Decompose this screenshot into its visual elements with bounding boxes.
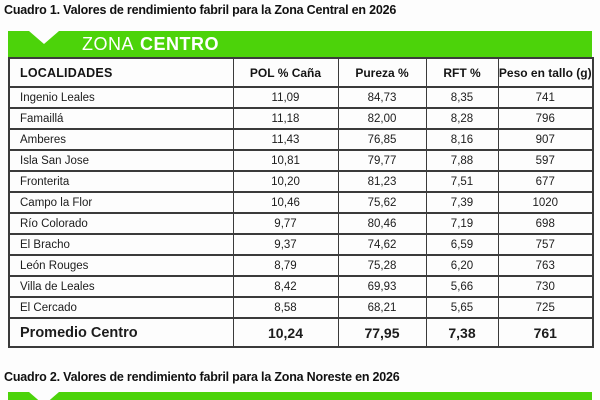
value-cell: 10,81 (232, 149, 339, 172)
localidad-cell: León Rouges (8, 254, 234, 277)
value-cell: 8,79 (232, 254, 339, 277)
localidad-cell: Fronterita (8, 170, 234, 193)
table-header: LOCALIDADES POL % Caña Pureza % RFT % Pe… (8, 57, 594, 88)
value-cell: 9,77 (232, 212, 339, 235)
table-row: Campo la Flor 10,46 75,62 7,39 1020 (8, 191, 594, 214)
summary-pol: 10,24 (232, 317, 339, 348)
value-cell: 75,28 (337, 254, 427, 277)
value-cell: 7,39 (425, 191, 499, 214)
value-cell: 82,00 (337, 107, 427, 130)
localidad-cell: Río Colorado (8, 212, 234, 235)
value-cell: 7,19 (425, 212, 499, 235)
value-cell: 907 (497, 128, 594, 151)
table-row: León Rouges 8,79 75,28 6,20 763 (8, 254, 594, 277)
localidad-cell: Famaillá (8, 107, 234, 130)
localidad-cell: Villa de Leales (8, 275, 234, 298)
value-cell: 1020 (497, 191, 594, 214)
value-cell: 11,09 (232, 86, 339, 109)
zona-centro-ribbon: ZONA CENTRO (8, 31, 592, 57)
value-cell: 725 (497, 296, 594, 319)
value-cell: 75,62 (337, 191, 427, 214)
value-cell: 7,88 (425, 149, 499, 172)
ribbon-notch-icon (29, 392, 59, 400)
value-cell: 698 (497, 212, 594, 235)
summary-pureza: 77,95 (337, 317, 427, 348)
value-cell: 79,77 (337, 149, 427, 172)
value-cell: 10,20 (232, 170, 339, 193)
value-cell: 9,37 (232, 233, 339, 256)
value-cell: 10,46 (232, 191, 339, 214)
table-row: Villa de Leales 8,42 69,93 5,66 730 (8, 275, 594, 298)
col-localidades: LOCALIDADES (8, 57, 234, 88)
localidad-cell: Amberes (8, 128, 234, 151)
value-cell: 730 (497, 275, 594, 298)
cuadro1-title: Cuadro 1. Valores de rendimiento fabril … (4, 3, 397, 17)
value-cell: 757 (497, 233, 594, 256)
col-rft: RFT % (425, 57, 499, 88)
value-cell: 796 (497, 107, 594, 130)
zona-noreste-ribbon-partial (8, 392, 592, 400)
value-cell: 8,28 (425, 107, 499, 130)
zone-word: ZONA (82, 34, 135, 54)
cuadro2-title: Cuadro 2. Valores de rendimiento fabril … (4, 370, 400, 384)
value-cell: 763 (497, 254, 594, 277)
table-row: El Bracho 9,37 74,62 6,59 757 (8, 233, 594, 256)
value-cell: 5,66 (425, 275, 499, 298)
table-body: Ingenio Leales 11,09 84,73 8,35 741 Famaillá 1… (8, 86, 594, 319)
value-cell: 6,59 (425, 233, 499, 256)
value-cell: 8,35 (425, 86, 499, 109)
col-peso: Peso en tallo (g) (497, 57, 594, 88)
ribbon-notch-icon (29, 31, 59, 44)
table-footer: Promedio Centro 10,24 77,95 7,38 761 (8, 317, 594, 348)
value-cell: 76,85 (337, 128, 427, 151)
value-cell: 68,21 (337, 296, 427, 319)
summary-peso: 761 (497, 317, 594, 348)
table-row: Isla San Jose 10,81 79,77 7,88 597 (8, 149, 594, 172)
value-cell: 5,65 (425, 296, 499, 319)
value-cell: 8,16 (425, 128, 499, 151)
localidad-cell: El Cercado (8, 296, 234, 319)
value-cell: 74,62 (337, 233, 427, 256)
value-cell: 741 (497, 86, 594, 109)
table-row: Río Colorado 9,77 80,46 7,19 698 (8, 212, 594, 235)
summary-row: Promedio Centro 10,24 77,95 7,38 761 (8, 317, 594, 348)
value-cell: 81,23 (337, 170, 427, 193)
value-cell: 11,18 (232, 107, 339, 130)
table-row: Famaillá 11,18 82,00 8,28 796 (8, 107, 594, 130)
summary-rft: 7,38 (425, 317, 499, 348)
localidad-cell: Ingenio Leales (8, 86, 234, 109)
table-row: El Cercado 8,58 68,21 5,65 725 (8, 296, 594, 319)
zone-name: CENTRO (140, 34, 220, 54)
rendimiento-table: LOCALIDADES POL % Caña Pureza % RFT % Pe… (8, 57, 594, 348)
col-pol: POL % Caña (232, 57, 339, 88)
value-cell: 597 (497, 149, 594, 172)
localidad-cell: Isla San Jose (8, 149, 234, 172)
value-cell: 8,58 (232, 296, 339, 319)
localidad-cell: El Bracho (8, 233, 234, 256)
summary-label: Promedio Centro (8, 317, 234, 348)
value-cell: 84,73 (337, 86, 427, 109)
value-cell: 677 (497, 170, 594, 193)
col-pureza: Pureza % (337, 57, 427, 88)
table-row: Fronterita 10,20 81,23 7,51 677 (8, 170, 594, 193)
ribbon-label: ZONA CENTRO (82, 34, 219, 55)
value-cell: 11,43 (232, 128, 339, 151)
value-cell: 69,93 (337, 275, 427, 298)
value-cell: 7,51 (425, 170, 499, 193)
localidad-cell: Campo la Flor (8, 191, 234, 214)
table-row: Ingenio Leales 11,09 84,73 8,35 741 (8, 86, 594, 109)
table-row: Amberes 11,43 76,85 8,16 907 (8, 128, 594, 151)
value-cell: 8,42 (232, 275, 339, 298)
value-cell: 6,20 (425, 254, 499, 277)
value-cell: 80,46 (337, 212, 427, 235)
header-row: LOCALIDADES POL % Caña Pureza % RFT % Pe… (8, 57, 594, 88)
